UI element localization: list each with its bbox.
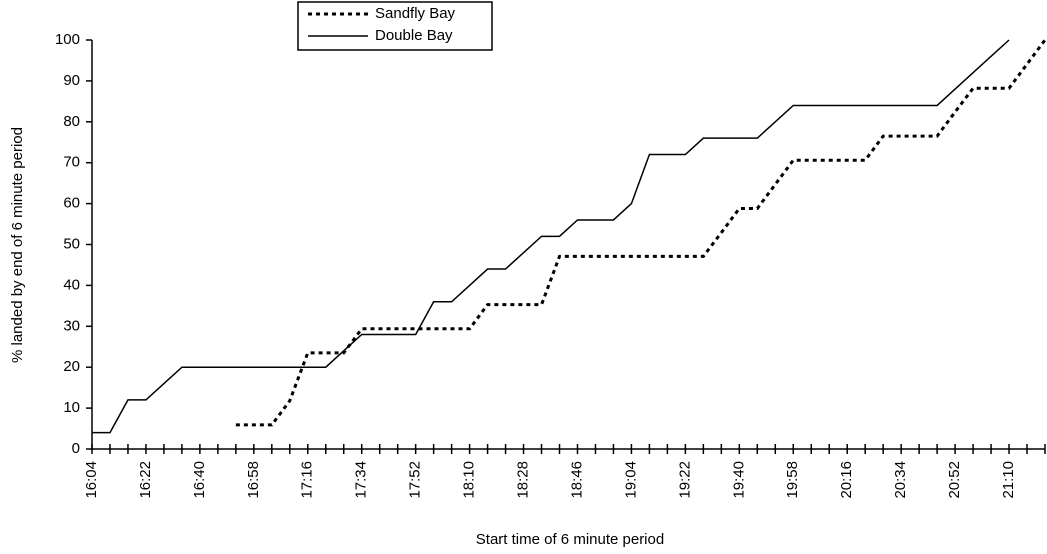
y-tick-label: 100 bbox=[55, 31, 80, 48]
y-tick-label: 60 bbox=[63, 195, 80, 212]
y-tick-label: 90 bbox=[63, 72, 80, 89]
x-tick-label: 19:58 bbox=[784, 461, 801, 499]
x-tick-label: 17:52 bbox=[407, 461, 424, 499]
x-tick-label: 21:10 bbox=[1000, 461, 1017, 499]
y-tick-label: 20 bbox=[63, 358, 80, 375]
y-tick-label: 30 bbox=[63, 317, 80, 334]
x-tick-label: 16:58 bbox=[245, 461, 262, 499]
y-tick-label: 40 bbox=[63, 276, 80, 293]
legend-label: Double Bay bbox=[375, 27, 453, 44]
x-tick-label: 19:04 bbox=[622, 461, 639, 499]
series-line bbox=[92, 39, 1010, 434]
series-line bbox=[235, 39, 1047, 427]
y-tick-label: 80 bbox=[63, 113, 80, 130]
x-tick-label: 18:46 bbox=[568, 461, 585, 499]
y-tick-label: 50 bbox=[63, 235, 80, 252]
x-tick-label: 16:22 bbox=[137, 461, 154, 499]
x-tick-label: 16:40 bbox=[191, 461, 208, 499]
x-tick-label: 18:10 bbox=[461, 461, 478, 499]
y-tick-label: 70 bbox=[63, 154, 80, 171]
x-tick-label: 18:28 bbox=[515, 461, 532, 499]
legend-label: Sandfly Bay bbox=[375, 5, 456, 22]
x-tick-label: 19:40 bbox=[730, 461, 747, 499]
legend-box bbox=[297, 1, 493, 51]
x-tick-label: 20:52 bbox=[946, 461, 963, 499]
y-tick-label: 0 bbox=[72, 440, 80, 457]
x-tick-label: 16:04 bbox=[83, 461, 100, 499]
x-tick-label: 17:34 bbox=[353, 461, 370, 499]
y-tick-label: 10 bbox=[63, 399, 80, 416]
y-axis-title: % landed by end of 6 minute period bbox=[9, 127, 26, 363]
x-tick-label: 19:22 bbox=[676, 461, 693, 499]
x-tick-label: 17:16 bbox=[299, 461, 316, 499]
x-tick-label: 20:16 bbox=[838, 461, 855, 499]
x-axis-title: Start time of 6 minute period bbox=[476, 531, 664, 548]
x-tick-label: 20:34 bbox=[892, 461, 909, 499]
